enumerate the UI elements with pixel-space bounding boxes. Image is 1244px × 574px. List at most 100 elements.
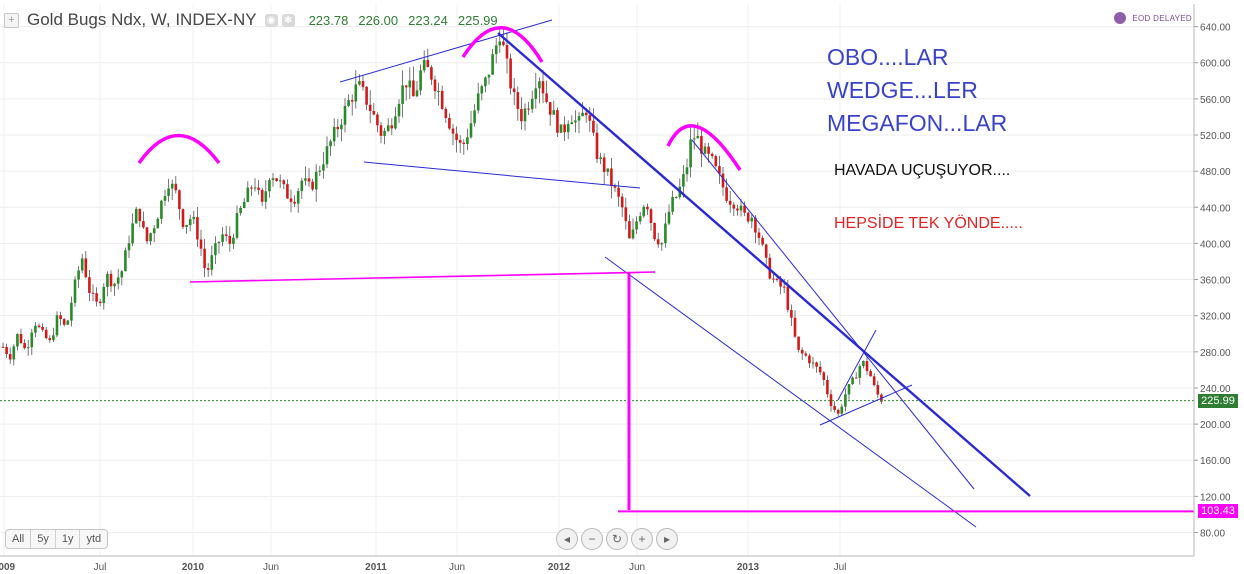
candle-body [559, 124, 563, 133]
candle-body [718, 166, 721, 174]
main-downtrend-line [497, 32, 1031, 497]
range-1y-button[interactable]: 1y [56, 530, 81, 548]
y-tick-label: 480.00 [1200, 167, 1231, 178]
candle-body [8, 354, 12, 360]
y-tick-label: 160.00 [1200, 456, 1231, 467]
candle-body [736, 208, 739, 211]
candle-body [764, 244, 768, 258]
candle-body [412, 80, 415, 97]
candle-body [696, 136, 700, 139]
candle-body [311, 181, 314, 190]
candle-body [649, 209, 653, 223]
candle-body [185, 225, 188, 227]
candle-body [174, 183, 178, 191]
candle-body [653, 222, 656, 240]
candle-body [340, 124, 343, 130]
last-price-tag: 225.99 [1198, 393, 1238, 408]
candle-body [469, 123, 473, 138]
annotation-wedge: WEDGE...LER [827, 77, 978, 103]
range-selector: All 5y 1y ytd [5, 529, 109, 549]
annotation-hepside: HEPSİDE TEK YÖNDE..... [834, 215, 1023, 232]
candle-body [635, 221, 638, 230]
candle-body [523, 108, 527, 122]
add-symbol-icon[interactable]: + [4, 12, 19, 28]
candle-body [739, 205, 743, 211]
drawings [0, 19, 1194, 528]
candle-body [304, 178, 307, 181]
candle-body [808, 355, 811, 364]
scroll-right-button[interactable]: ▸ [656, 528, 678, 550]
candle-body [59, 315, 62, 320]
candle-body [538, 81, 541, 89]
candle-body [343, 105, 347, 125]
range-ytd-button[interactable]: ytd [86, 533, 102, 545]
candle-body [754, 217, 757, 233]
candle-body [376, 114, 379, 126]
candle-body [325, 146, 329, 165]
candle-body [379, 125, 383, 136]
candle-body [372, 111, 376, 115]
annotation-obo: OBO....LAR [827, 44, 949, 70]
candle-body [235, 213, 239, 238]
candle-body [95, 293, 98, 302]
candle-body [358, 81, 361, 85]
candle-body [5, 346, 8, 355]
candle-body [426, 60, 430, 68]
x-tick-label: Jul [834, 562, 847, 573]
candle-body [397, 103, 401, 117]
candle-body [581, 112, 584, 117]
zoom-out-button[interactable]: − [581, 528, 603, 550]
candle-body [595, 132, 599, 159]
candle-body [350, 100, 354, 102]
x-tick-label: Jun [629, 562, 645, 573]
y-tick-label: 360.00 [1200, 276, 1231, 287]
candle-body [113, 283, 116, 287]
candle-body [566, 123, 570, 133]
eod-delayed-badge: EOD DELAYED [1114, 12, 1192, 24]
candle-body [577, 116, 581, 121]
settings-gear-icon[interactable]: ✱ [281, 13, 295, 27]
zoom-in-button[interactable]: + [631, 528, 653, 550]
candle-body [84, 258, 88, 278]
candle-body [811, 362, 815, 364]
candle-body [404, 85, 408, 88]
candle-body [282, 180, 286, 185]
candle-body [19, 333, 23, 343]
candle-body [91, 292, 95, 294]
candle-body [671, 197, 674, 212]
candle-body [872, 376, 876, 386]
x-tick-label: 2010 [182, 562, 205, 573]
candle-body [617, 187, 620, 197]
candle-body [224, 234, 228, 236]
candle-body [484, 77, 487, 87]
candle-body [127, 243, 131, 251]
candle-body [196, 216, 199, 240]
candle-body [160, 200, 163, 219]
candle-body [361, 81, 365, 87]
x-tick-label: 2009 [0, 562, 16, 573]
y-tick-label: 560.00 [1200, 95, 1231, 106]
candle-body [703, 146, 707, 154]
candle-body [106, 273, 109, 287]
candle-body [365, 86, 368, 105]
candle-body [430, 67, 433, 80]
y-tick-label: 320.00 [1200, 312, 1231, 323]
candle-body [23, 342, 26, 349]
candle-body [556, 110, 559, 133]
candle-body [98, 301, 102, 304]
reset-button[interactable]: ↻ [606, 528, 628, 550]
candle-body [16, 333, 19, 347]
candle-body [286, 184, 289, 199]
y-tick-label: 440.00 [1200, 203, 1231, 214]
scroll-left-button[interactable]: ◂ [556, 528, 578, 550]
range-all-button[interactable]: All [6, 530, 32, 548]
annotation-havada: HAVADA UÇUŞUYOR.... [834, 162, 1011, 179]
candle-body [707, 146, 710, 154]
candle-body [73, 279, 77, 303]
axes: 80.00 120.00 160.00 200.00 240.00 280.00 320.0… [0, 4, 1231, 573]
eye-icon[interactable]: ◉ [264, 13, 278, 27]
candle-body [444, 108, 448, 118]
range-5y-button[interactable]: 5y [31, 530, 56, 548]
candle-body [37, 325, 41, 328]
